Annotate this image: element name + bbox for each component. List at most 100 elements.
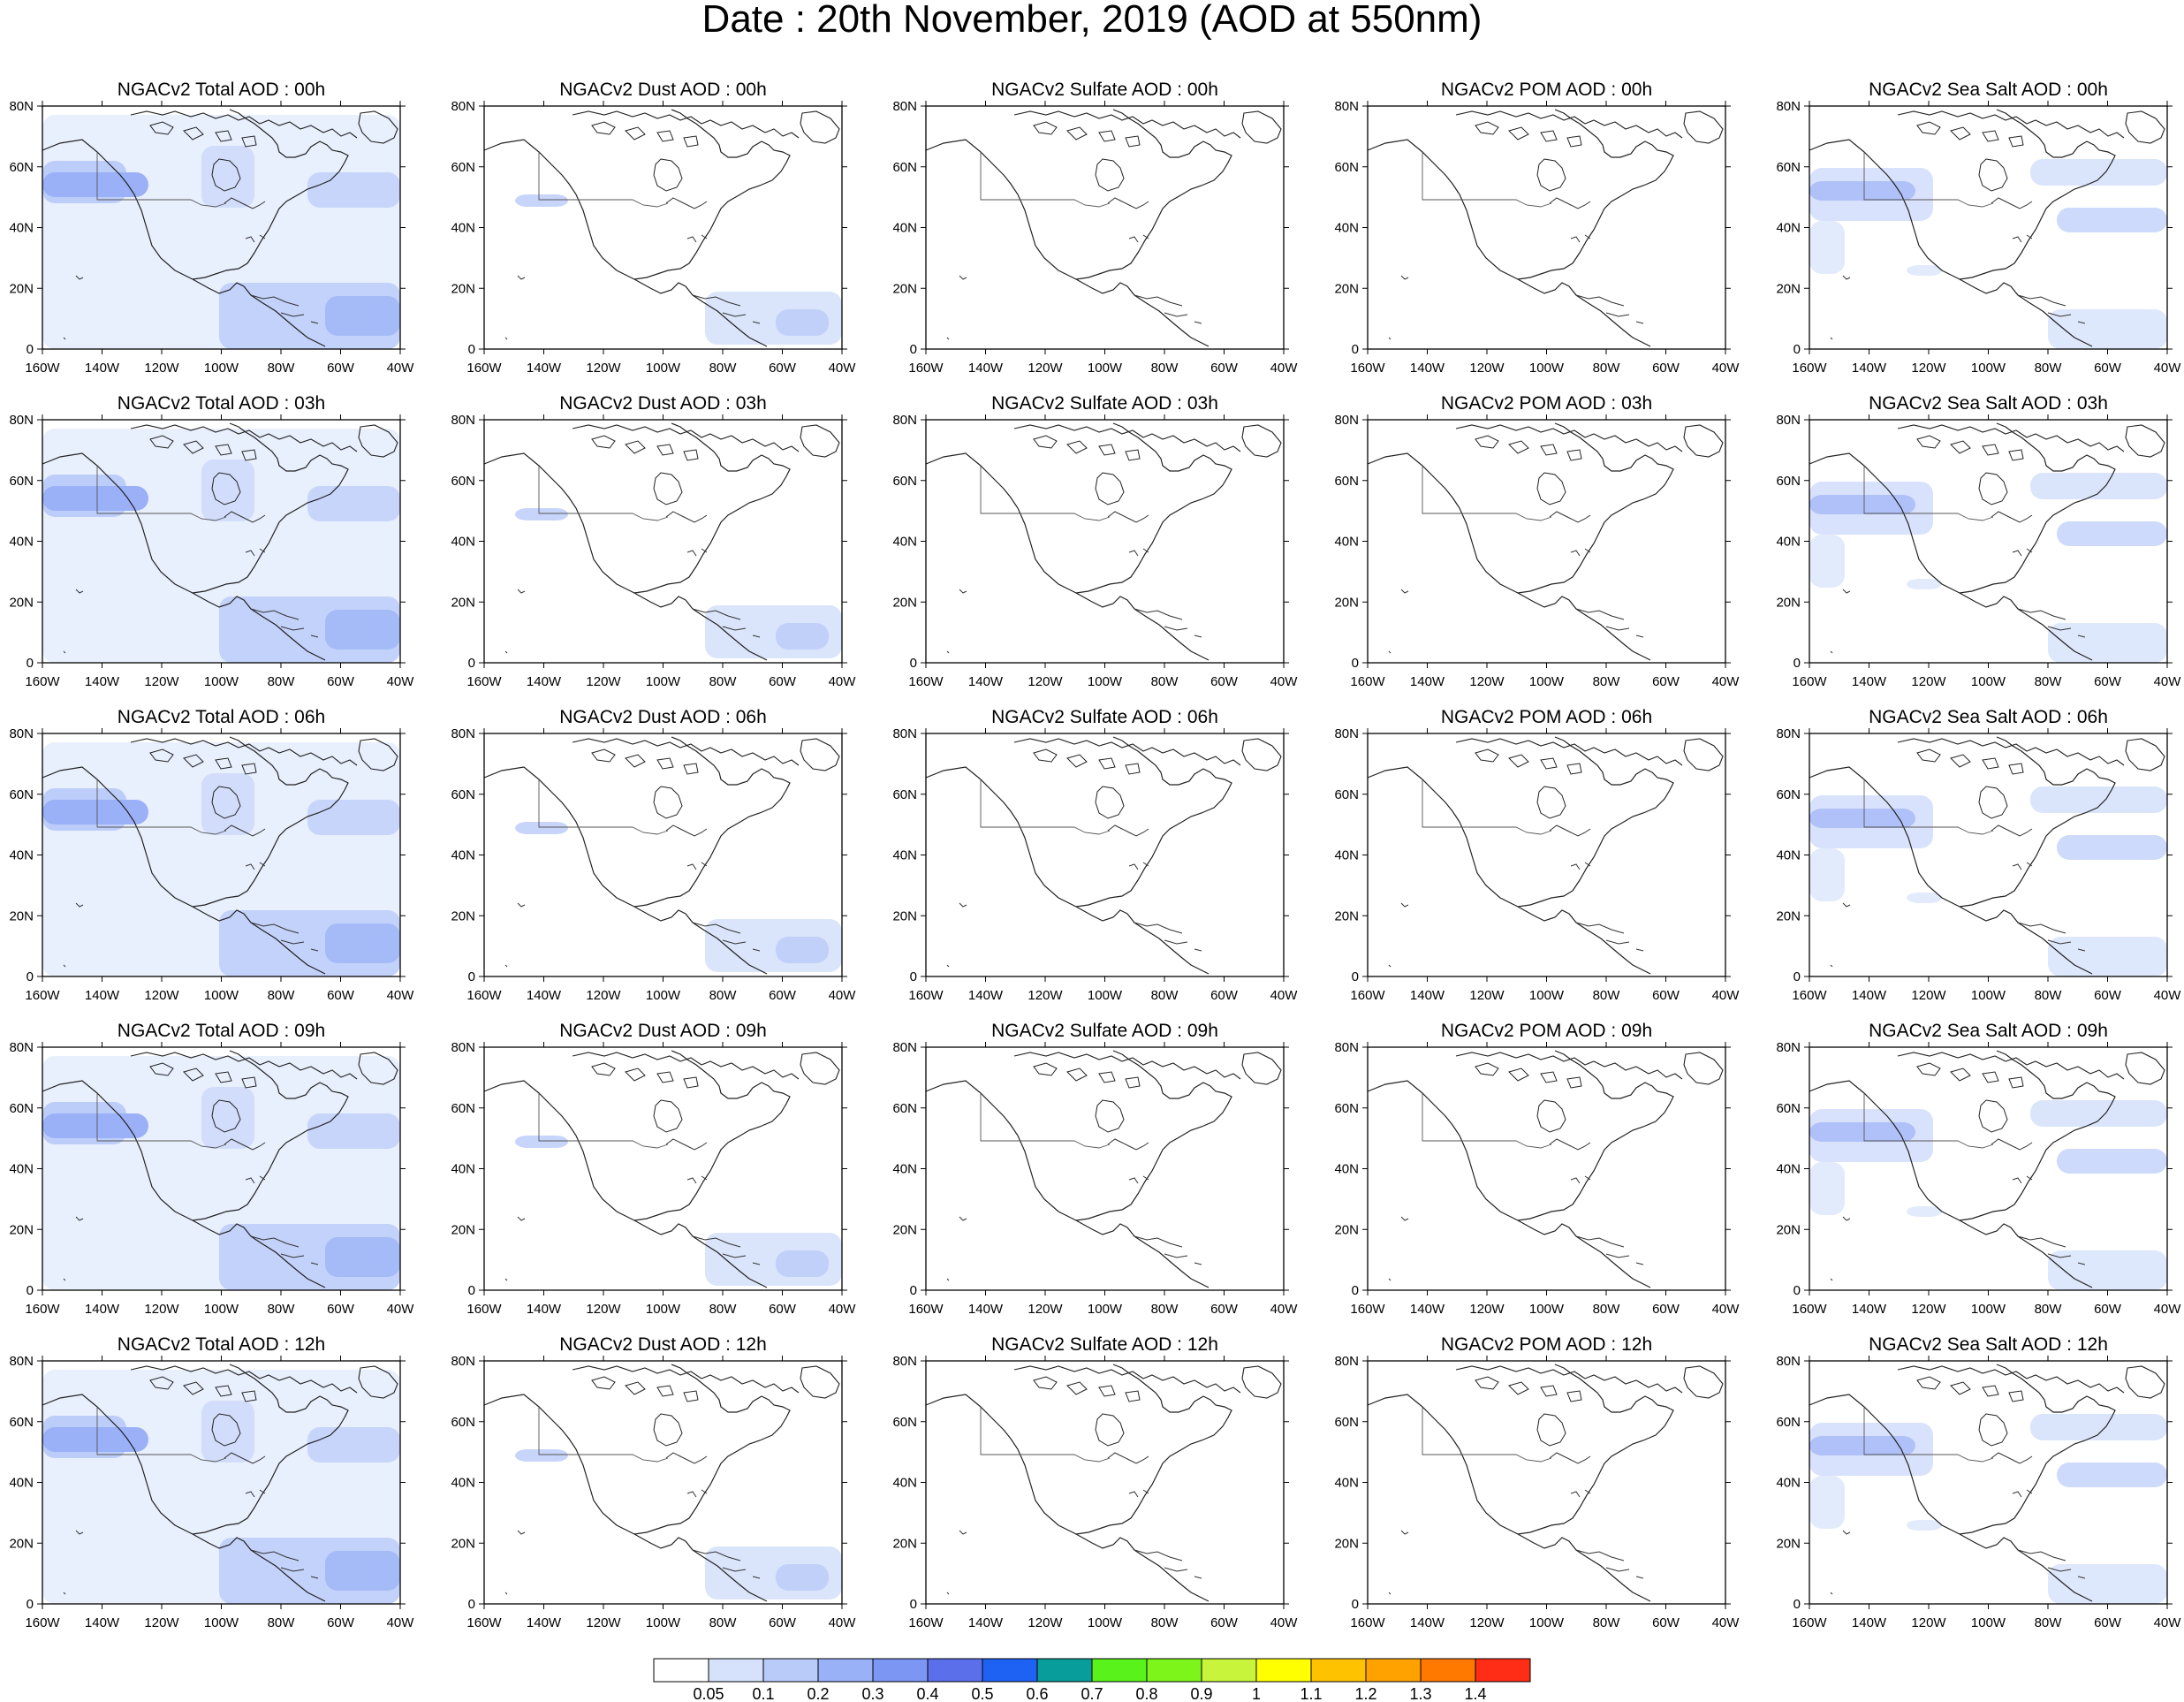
lon-tick-label: 80W: [1151, 1302, 1179, 1317]
lon-tick-label: 100W: [204, 1615, 239, 1630]
lat-tick-label: 0: [27, 969, 34, 984]
panel-title: NGACv2 POM AOD : 03h: [1441, 393, 1652, 414]
lat-tick-label: 80N: [451, 1354, 475, 1369]
lat-tick-label: 40N: [9, 1162, 34, 1177]
lon-tick-label: 100W: [646, 988, 681, 1003]
aod-region: [1907, 893, 1942, 903]
lon-tick-label: 40W: [2154, 1615, 2182, 1630]
lat-tick-label: 60N: [892, 1415, 917, 1430]
lon-tick-label: 80W: [709, 361, 738, 376]
lon-tick-label: 80W: [2035, 1302, 2063, 1317]
lon-tick-label: 60W: [769, 674, 797, 689]
colorbar-label: 1.1: [1300, 1685, 1322, 1702]
lat-tick-label: 20N: [9, 908, 34, 923]
panel-title: NGACv2 POM AOD : 12h: [1441, 1334, 1652, 1355]
panel-title: NGACv2 Total AOD : 09h: [118, 1021, 325, 1041]
lat-tick-label: 40N: [451, 221, 475, 236]
panel-title: NGACv2 Total AOD : 03h: [118, 393, 325, 414]
aod-region: [515, 194, 568, 207]
lat-tick-label: 20N: [9, 1536, 34, 1551]
colorbar-swatch: [982, 1658, 1038, 1683]
lon-tick-label: 80W: [709, 988, 738, 1003]
lat-tick-label: 60N: [1334, 1101, 1359, 1116]
lon-tick-label: 140W: [527, 988, 562, 1003]
lat-tick-label: 20N: [9, 595, 34, 610]
colorbar-label: 0.9: [1190, 1685, 1212, 1702]
lon-tick-label: 120W: [144, 361, 179, 376]
map-panel-total-4: NGACv2 Total AOD : 12h 160W 140W 120W 100W 80…: [9, 1334, 414, 1630]
lon-tick-label: 100W: [1529, 1615, 1565, 1630]
map-panel-pom-4: NGACv2 POM AOD : 12h 160W 140W 120W 100W 80W 6…: [1334, 1334, 1740, 1630]
lon-tick-label: 140W: [85, 1302, 120, 1317]
colorbar-label: 0.5: [971, 1685, 993, 1702]
aod-shading: [42, 429, 400, 663]
lon-tick-label: 100W: [204, 1302, 239, 1317]
lat-tick-label: 40N: [9, 1476, 34, 1491]
lon-tick-label: 140W: [1410, 1615, 1445, 1630]
lon-tick-label: 120W: [586, 988, 621, 1003]
lon-tick-label: 100W: [1971, 361, 2006, 376]
lat-tick-label: 60N: [892, 1101, 917, 1116]
lat-tick-label: 60N: [1776, 1415, 1801, 1430]
lat-tick-label: 80N: [9, 413, 34, 428]
lat-tick-label: 60N: [1334, 160, 1359, 175]
lon-tick-label: 60W: [1652, 1615, 1680, 1630]
lat-tick-label: 0: [1793, 969, 1801, 984]
map-panel-sulfate-3: NGACv2 Sulfate AOD : 09h 160W 140W 120W 100W…: [892, 1021, 1298, 1317]
lon-tick-label: 120W: [1028, 1302, 1063, 1317]
aod-region: [325, 296, 400, 336]
panel-title: NGACv2 Total AOD : 06h: [118, 707, 325, 727]
lon-tick-label: 140W: [968, 1615, 1004, 1630]
lat-tick-label: 80N: [892, 413, 917, 428]
lat-tick-label: 20N: [1334, 1222, 1359, 1237]
lat-tick-label: 0: [1793, 1283, 1801, 1298]
lon-tick-label: 160W: [1792, 1302, 1827, 1317]
aod-region: [1907, 579, 1942, 589]
panel-title: NGACv2 Sulfate AOD : 12h: [991, 1334, 1218, 1355]
aod-region: [325, 1237, 400, 1277]
map-panel-dust-0: NGACv2 Dust AOD : 00h 160W 140W 120W 100W 80W…: [451, 80, 856, 376]
lat-tick-label: 0: [1793, 656, 1801, 671]
lat-tick-label: 0: [910, 969, 917, 984]
lat-tick-label: 0: [468, 342, 475, 357]
lon-tick-label: 100W: [1971, 674, 2006, 689]
aod-shading: [515, 1136, 842, 1286]
lat-tick-label: 80N: [9, 726, 34, 741]
aod-region: [307, 1427, 400, 1463]
aod-region: [42, 788, 126, 831]
lon-tick-label: 40W: [1712, 1615, 1740, 1630]
colorbar-label: 0.2: [807, 1685, 829, 1702]
aod-shading: [42, 742, 400, 976]
lat-tick-label: 0: [468, 1597, 475, 1612]
lat-tick-label: 80N: [1334, 1040, 1359, 1055]
colorbar-label: 0.3: [861, 1685, 883, 1702]
lat-tick-label: 80N: [892, 1040, 917, 1055]
lat-tick-label: 0: [910, 342, 917, 357]
aod-region: [42, 1102, 126, 1144]
colorbar-label: 0.1: [752, 1685, 774, 1702]
colorbar-label: 0.8: [1135, 1685, 1157, 1702]
aod-shading: [42, 1056, 400, 1290]
aod-region: [2030, 1100, 2167, 1127]
lon-tick-label: 100W: [1088, 674, 1123, 689]
aod-region: [1907, 265, 1942, 276]
lon-tick-label: 100W: [1088, 361, 1123, 376]
lon-tick-label: 40W: [1270, 1302, 1299, 1317]
lat-tick-label: 20N: [9, 281, 34, 296]
lon-tick-label: 140W: [1852, 1615, 1887, 1630]
panel-title: NGACv2 Dust AOD : 00h: [559, 80, 767, 100]
lon-tick-label: 160W: [466, 1302, 502, 1317]
lon-tick-label: 120W: [1028, 361, 1063, 376]
lat-tick-label: 80N: [9, 99, 34, 114]
lat-tick-label: 80N: [892, 726, 917, 741]
lon-tick-label: 140W: [527, 674, 562, 689]
lon-tick-label: 160W: [466, 1615, 502, 1630]
map-panel-total-1: NGACv2 Total AOD : 03h 160W 140W 120W 100W 80…: [9, 393, 414, 689]
lon-tick-label: 120W: [1469, 361, 1505, 376]
lon-tick-label: 80W: [1151, 1615, 1179, 1630]
lat-tick-label: 40N: [9, 848, 34, 863]
lon-tick-label: 140W: [968, 988, 1004, 1003]
lon-tick-label: 140W: [1410, 1302, 1445, 1317]
lon-tick-label: 80W: [268, 1615, 296, 1630]
lat-tick-label: 80N: [1334, 99, 1359, 114]
